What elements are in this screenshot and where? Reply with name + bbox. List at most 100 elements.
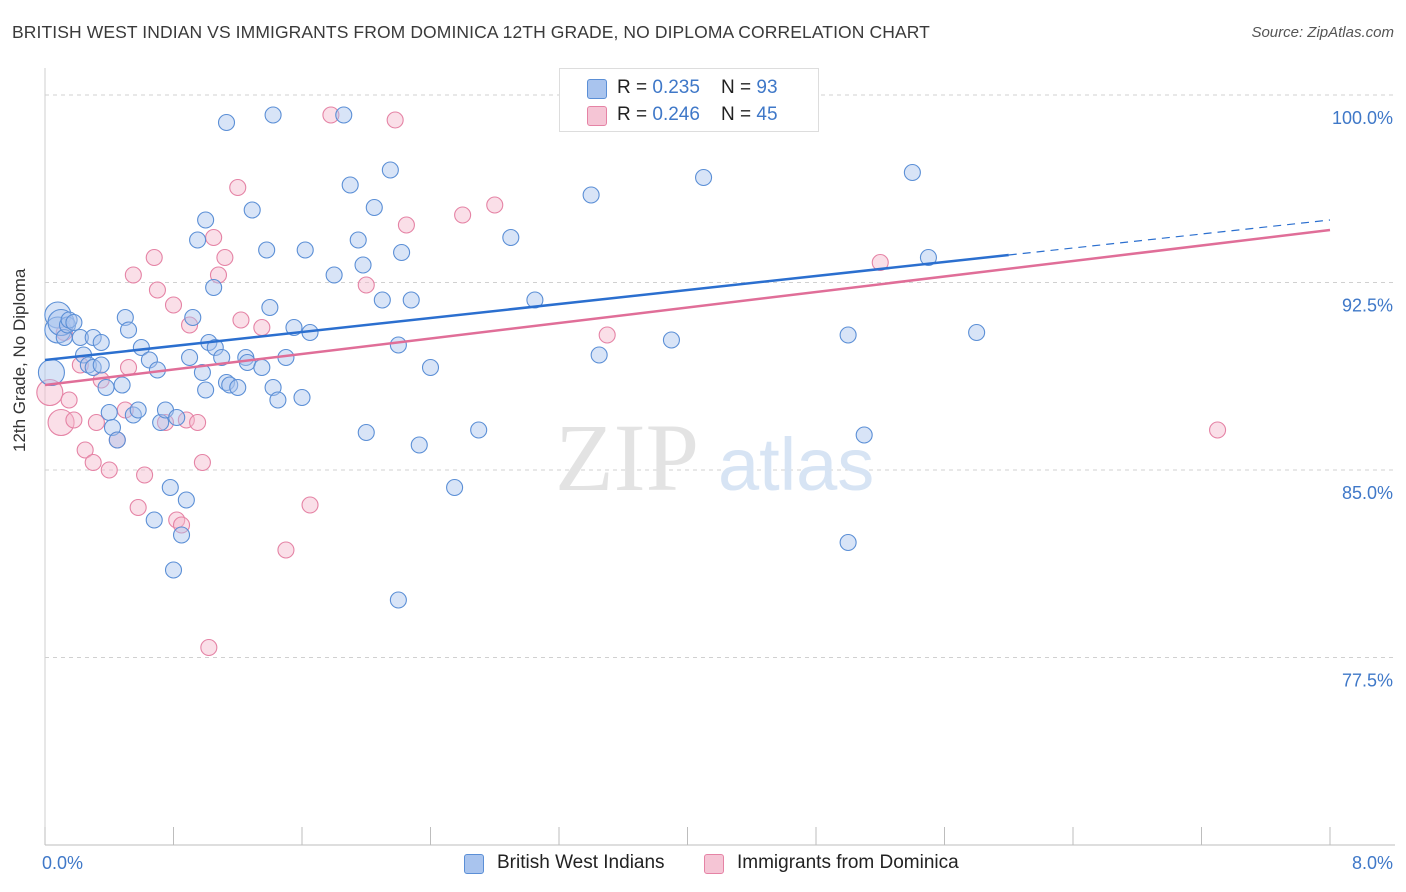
- data-point: [217, 373, 236, 392]
- source-credit: Source: ZipAtlas.com: [1251, 24, 1394, 41]
- data-point: [87, 413, 105, 432]
- data-point: [261, 298, 279, 317]
- data-point: [197, 211, 215, 229]
- legend-r-value-dominica: 0.246: [652, 104, 700, 125]
- legend-r-label: R =: [617, 104, 653, 125]
- data-point: [446, 478, 464, 497]
- data-point: [200, 638, 218, 657]
- data-point: [277, 541, 295, 559]
- data-point: [903, 163, 921, 182]
- data-point: [839, 326, 857, 344]
- data-point: [65, 313, 83, 332]
- legend-n-value-dominica: 45: [756, 104, 778, 125]
- data-point: [164, 296, 183, 314]
- data-point: [37, 358, 65, 387]
- data-point: [145, 511, 163, 529]
- data-point: [1209, 421, 1227, 439]
- y-tick-label: 92.5%: [1342, 296, 1393, 316]
- data-point: [148, 281, 166, 299]
- data-point: [582, 186, 600, 204]
- watermark-atlas: atlas: [718, 423, 874, 506]
- data-point: [217, 113, 236, 132]
- data-point: [662, 331, 680, 349]
- watermark: ZIP atlas: [555, 404, 874, 511]
- data-point: [301, 496, 319, 514]
- data-point: [97, 378, 115, 397]
- data-point: [386, 111, 404, 129]
- data-point: [871, 253, 889, 272]
- watermark-zip: ZIP: [555, 404, 699, 511]
- data-point: [855, 426, 873, 444]
- data-point: [205, 228, 223, 247]
- data-point: [84, 328, 102, 347]
- data-point: [470, 421, 488, 439]
- x-tick-label-max: 8.0%: [1352, 853, 1393, 873]
- data-point: [373, 291, 391, 309]
- stats-legend: R = 0.235 N = 93 R = 0.246 N = 45: [559, 68, 819, 132]
- data-point: [129, 498, 147, 517]
- data-point: [189, 413, 207, 432]
- data-point: [293, 388, 311, 407]
- data-point: [108, 431, 126, 449]
- trend-line-bwi: [44, 253, 1009, 362]
- data-point: [161, 478, 179, 497]
- data-point: [397, 216, 415, 234]
- data-point: [71, 328, 89, 347]
- data-point: [421, 358, 440, 377]
- data-point: [695, 168, 713, 187]
- legend-swatch-bwi: [587, 79, 607, 99]
- data-point: [193, 453, 211, 472]
- trend-lines: [44, 219, 1331, 387]
- data-point: [341, 176, 359, 194]
- data-point: [197, 381, 215, 399]
- data-point: [322, 106, 340, 124]
- data-point: [365, 198, 383, 217]
- data-point: [381, 161, 399, 179]
- data-point: [243, 201, 261, 219]
- data-point: [253, 358, 271, 377]
- data-point: [590, 346, 608, 364]
- data-point: [172, 526, 191, 544]
- data-point: [60, 311, 78, 329]
- data-point: [177, 411, 195, 429]
- data-point: [129, 401, 147, 419]
- grid-lines: [45, 94, 1395, 658]
- series-bwi-points: [37, 106, 986, 609]
- legend-r-value-bwi: 0.235: [652, 77, 700, 98]
- bottom-legend-swatch-dominica: [704, 854, 724, 874]
- data-point: [119, 321, 138, 339]
- y-tick-label: 100.0%: [1332, 108, 1393, 128]
- data-point: [919, 248, 937, 267]
- data-point: [136, 466, 154, 484]
- data-point: [454, 206, 472, 224]
- data-point: [84, 453, 102, 472]
- data-point: [189, 231, 207, 249]
- data-point: [100, 461, 118, 479]
- data-point: [177, 491, 195, 509]
- bottom-legend-swatch-bwi: [464, 854, 484, 874]
- data-point: [216, 248, 234, 267]
- legend-swatch-dominica: [587, 106, 607, 126]
- data-point: [389, 591, 407, 609]
- data-point: [213, 348, 231, 367]
- data-point: [335, 106, 353, 124]
- data-point: [296, 241, 314, 259]
- data-point: [36, 378, 64, 407]
- data-point: [502, 228, 520, 247]
- data-point: [168, 408, 186, 427]
- data-point: [354, 256, 372, 274]
- data-point: [389, 336, 407, 354]
- legend-r-label: R =: [617, 77, 653, 98]
- data-point: [124, 406, 142, 424]
- data-point: [486, 196, 504, 214]
- data-point: [357, 276, 375, 294]
- data-point: [839, 533, 857, 552]
- data-point: [79, 356, 97, 374]
- data-point: [124, 266, 142, 284]
- y-tick-label: 77.5%: [1342, 671, 1393, 691]
- data-point: [92, 333, 110, 352]
- bottom-legend-label-bwi: British West Indians: [497, 852, 665, 873]
- data-point: [76, 441, 94, 459]
- data-point: [253, 318, 271, 337]
- data-point: [357, 423, 375, 442]
